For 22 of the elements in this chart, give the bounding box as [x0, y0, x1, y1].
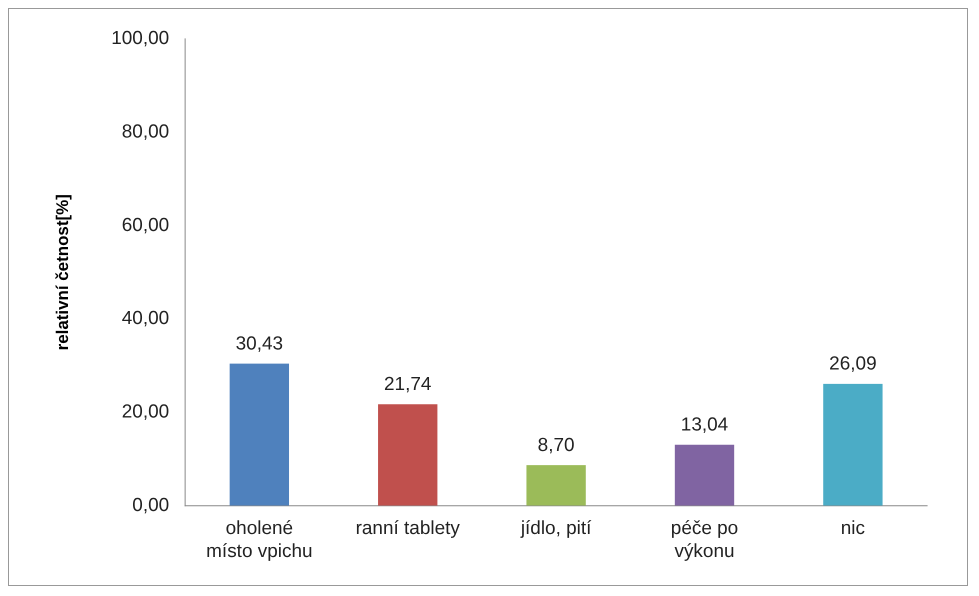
data-label: 21,74: [384, 374, 432, 395]
y-tick-label: 100,00: [111, 28, 170, 50]
y-tick-label: 40,00: [122, 308, 170, 330]
y-tick-label: 0,00: [132, 494, 170, 516]
x-tick-label: péče po výkonu: [670, 518, 738, 562]
bar: [378, 404, 438, 506]
y-axis-title: relativní četnost[%]: [52, 194, 72, 350]
bar: [674, 444, 734, 506]
y-tick-label: 60,00: [122, 214, 170, 236]
x-tick-label: nic: [840, 518, 866, 540]
data-label: 30,43: [236, 333, 284, 354]
data-label: 13,04: [680, 414, 728, 436]
y-tick-label: 20,00: [122, 402, 170, 423]
x-tick-label: ranní tablety: [356, 518, 460, 540]
y-tick-label: 80,00: [122, 121, 170, 142]
x-tick-label: oholené místo vpichu: [206, 518, 313, 562]
bar: [230, 364, 290, 506]
x-tick-label: jídlo, pití: [520, 518, 592, 540]
data-label: 26,09: [829, 354, 877, 375]
bar: [823, 384, 883, 506]
bar: [526, 465, 586, 506]
data-label: 8,70: [538, 434, 575, 456]
